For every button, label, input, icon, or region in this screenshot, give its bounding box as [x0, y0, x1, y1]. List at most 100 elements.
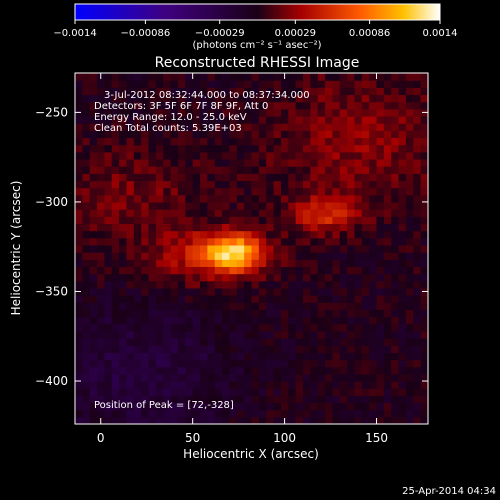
heatmap-cell: [244, 87, 253, 96]
heatmap-cell: [325, 259, 333, 268]
heatmap-cell: [126, 359, 135, 368]
heatmap-cell: [82, 244, 91, 253]
heatmap-cell: [398, 158, 407, 167]
heatmap-cell: [170, 287, 179, 296]
heatmap-cell: [75, 73, 83, 81]
heatmap-cell: [391, 330, 400, 339]
heatmap-cell: [310, 216, 319, 225]
heatmap-cell: [141, 209, 150, 217]
heatmap-cell: [155, 223, 164, 232]
heatmap-cell: [332, 187, 341, 196]
heatmap-cell: [354, 381, 363, 389]
heatmap-cell: [214, 252, 223, 260]
heatmap-cell: [163, 87, 172, 96]
heatmap-cell: [111, 144, 120, 153]
heatmap-cell: [185, 230, 194, 239]
heatmap-cell: [310, 108, 319, 117]
heatmap-cell: [155, 173, 164, 182]
heatmap-cell: [222, 402, 231, 411]
heatmap-cell: [405, 381, 414, 389]
heatmap-cell: [97, 201, 106, 210]
heatmap-cell: [236, 409, 245, 418]
heatmap-cell: [339, 137, 348, 146]
heatmap-cell: [391, 151, 400, 160]
heatmap-cell: [104, 381, 113, 389]
heatmap-cell: [141, 280, 150, 289]
heatmap-cell: [185, 273, 194, 282]
heatmap-cell: [317, 323, 326, 332]
heatmap-cell: [111, 230, 120, 239]
heatmap-cell: [148, 209, 157, 217]
heatmap-cell: [273, 216, 282, 225]
heatmap-cell: [398, 237, 407, 246]
heatmap-cell: [332, 137, 341, 146]
heatmap-cell: [214, 209, 223, 217]
heatmap-cell: [207, 330, 216, 339]
heatmap-cell: [310, 252, 319, 260]
heatmap-cell: [273, 151, 282, 160]
heatmap-cell: [89, 338, 98, 346]
heatmap-cell: [126, 80, 135, 88]
heatmap-cell: [163, 194, 172, 203]
heatmap-cell: [280, 87, 289, 96]
heatmap-cell: [258, 166, 267, 174]
heatmap-cell: [369, 280, 378, 289]
heatmap-cell: [295, 323, 304, 332]
heatmap-cell: [383, 80, 392, 88]
heatmap-cell: [273, 180, 282, 189]
heatmap-cell: [141, 223, 150, 232]
heatmap-cell: [126, 123, 135, 131]
heatmap-cell: [310, 330, 319, 339]
heatmap-cell: [200, 316, 208, 325]
heatmap-cell: [398, 73, 407, 81]
heatmap-cell: [361, 194, 370, 203]
heatmap-cell: [229, 416, 238, 425]
heatmap-cell: [280, 130, 289, 139]
heatmap-cell: [170, 373, 179, 382]
heatmap-cell: [170, 101, 179, 110]
heatmap-cell: [163, 309, 172, 318]
heatmap-cell: [266, 201, 275, 210]
heatmap-cell: [251, 123, 260, 131]
heatmap-cell: [236, 402, 245, 411]
heatmap-cell: [325, 123, 333, 131]
colorbar-tick-label: −0.0014: [53, 28, 96, 39]
heatmap-cell: [207, 194, 216, 203]
heatmap-cell: [413, 151, 422, 160]
heatmap-cell: [383, 266, 392, 275]
heatmap-cell: [339, 302, 348, 310]
y-axis-label: Heliocentric Y (arcsec): [9, 181, 23, 316]
heatmap-cell: [141, 216, 150, 225]
heatmap-cell: [133, 244, 142, 253]
heatmap-cell: [75, 130, 83, 139]
heatmap-cell: [75, 388, 83, 396]
heatmap-cell: [207, 87, 216, 96]
heatmap-cell: [369, 87, 378, 96]
heatmap-cell: [82, 194, 91, 203]
heatmap-cell: [266, 230, 275, 239]
heatmap-cell: [354, 338, 363, 346]
heatmap-cell: [258, 259, 267, 268]
heatmap-cell: [126, 295, 135, 303]
heatmap-cell: [266, 130, 275, 139]
heatmap-cell: [133, 359, 142, 368]
heatmap-cell: [119, 395, 128, 404]
heatmap-cell: [200, 323, 208, 332]
heatmap-cell: [295, 87, 304, 96]
heatmap-cell: [420, 402, 429, 411]
heatmap-cell: [155, 381, 164, 389]
heatmap-cell: [111, 80, 120, 88]
heatmap-cell: [236, 338, 245, 346]
heatmap-cell: [89, 402, 98, 411]
heatmap-cell: [391, 266, 400, 275]
heatmap-cell: [200, 366, 208, 375]
heatmap-cell: [325, 309, 333, 318]
heatmap-cell: [258, 123, 267, 131]
heatmap-cell: [177, 381, 186, 389]
heatmap-cell: [200, 216, 208, 225]
heatmap-cell: [222, 130, 231, 139]
heatmap-cell: [420, 101, 429, 110]
heatmap-cell: [207, 409, 216, 418]
heatmap-cell: [288, 416, 297, 425]
heatmap-cell: [111, 273, 120, 282]
